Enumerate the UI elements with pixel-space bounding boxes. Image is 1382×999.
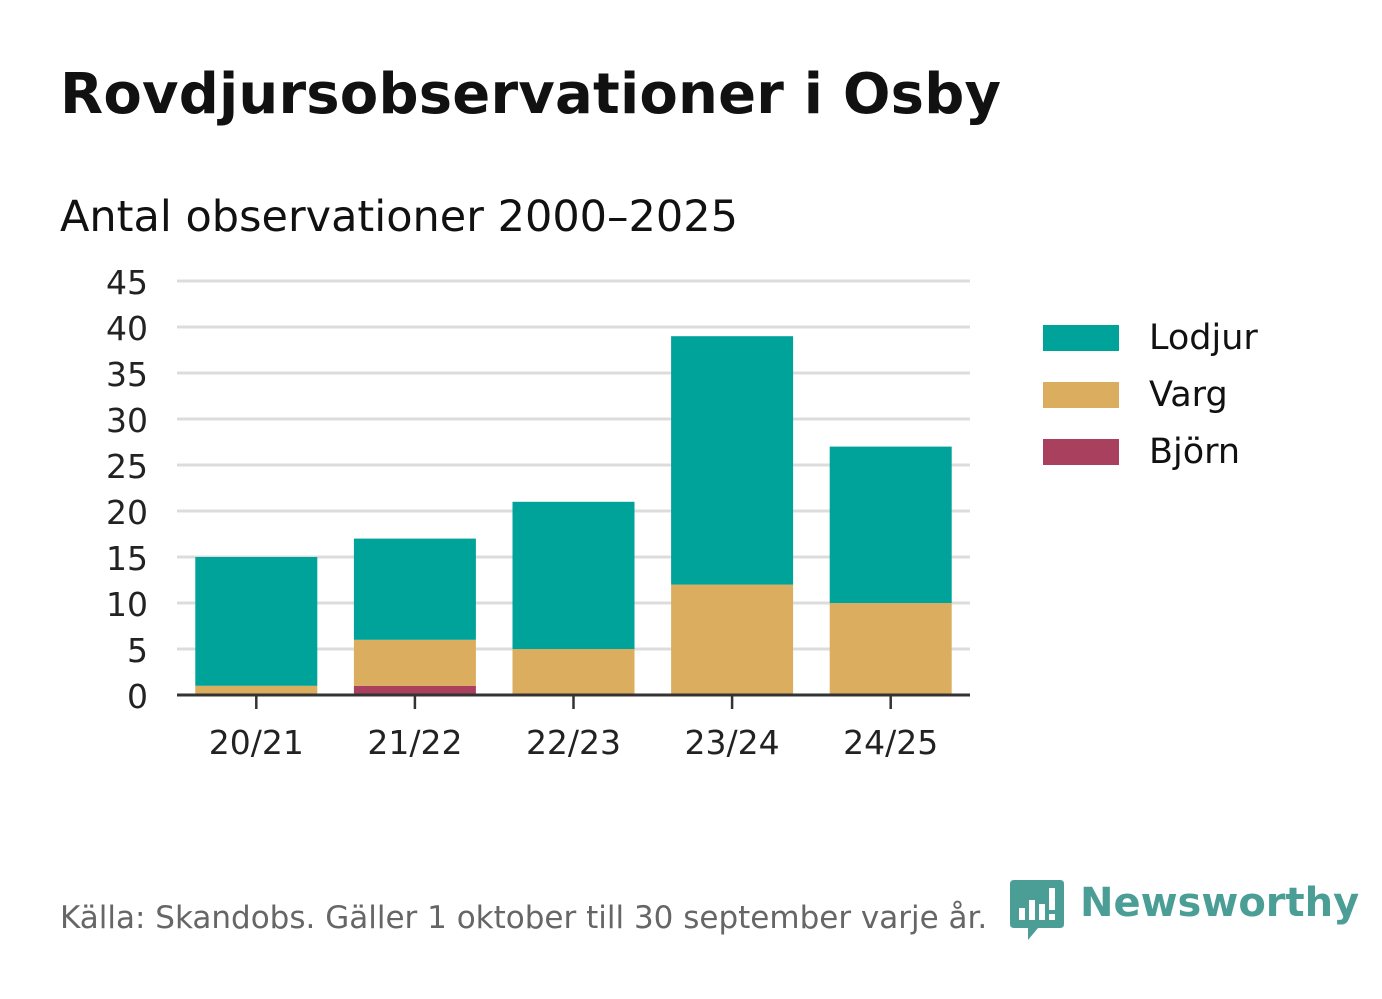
brand-name: Newsworthy	[1080, 880, 1360, 926]
bar-varg-22-23	[512, 649, 635, 695]
chart-subtitle: Antal observationer 2000–2025	[60, 192, 738, 242]
bar-bj-rn-21-22	[353, 685, 476, 695]
x-tick-label: 24/25	[843, 723, 938, 762]
x-tick-label: 23/24	[685, 723, 780, 762]
x-tick-label: 21/22	[367, 723, 462, 762]
y-tick-label: 25	[106, 447, 148, 486]
bar-varg-24-25	[829, 603, 952, 695]
source-note: Källa: Skandobs. Gäller 1 oktober till 3…	[60, 900, 988, 936]
legend-swatch	[1043, 382, 1119, 408]
y-tick-label: 20	[106, 493, 148, 532]
bar-varg-21-22	[353, 639, 476, 686]
y-tick-label: 0	[127, 677, 148, 716]
brand-logo: Newsworthy	[1010, 878, 1359, 942]
bar-lodjur-22-23	[512, 501, 635, 649]
legend-label: Lodjur	[1149, 318, 1258, 358]
x-tick-label: 22/23	[526, 723, 621, 762]
legend-label: Varg	[1149, 375, 1228, 415]
y-tick-label: 5	[127, 631, 148, 670]
bar-varg-20-21	[195, 685, 318, 695]
legend-swatch	[1043, 325, 1119, 351]
x-tick-label: 20/21	[209, 723, 304, 762]
y-tick-label: 45	[106, 263, 148, 302]
bar-lodjur-20-21	[195, 557, 318, 686]
y-tick-label: 15	[106, 539, 148, 578]
bar-lodjur-23-24	[671, 336, 794, 585]
bar-lodjur-24-25	[829, 446, 952, 603]
y-tick-label: 30	[106, 401, 148, 440]
y-tick-label: 40	[106, 309, 148, 348]
bar-chart-speech-bubble-icon	[1010, 880, 1064, 940]
y-tick-label: 35	[106, 355, 148, 394]
legend-label: Björn	[1149, 432, 1241, 472]
chart-title: Rovdjursobservationer i Osby	[60, 62, 1002, 127]
bar-lodjur-21-22	[353, 538, 476, 640]
legend-swatch	[1043, 439, 1119, 465]
bar-varg-23-24	[671, 584, 794, 695]
y-tick-label: 10	[106, 585, 148, 624]
